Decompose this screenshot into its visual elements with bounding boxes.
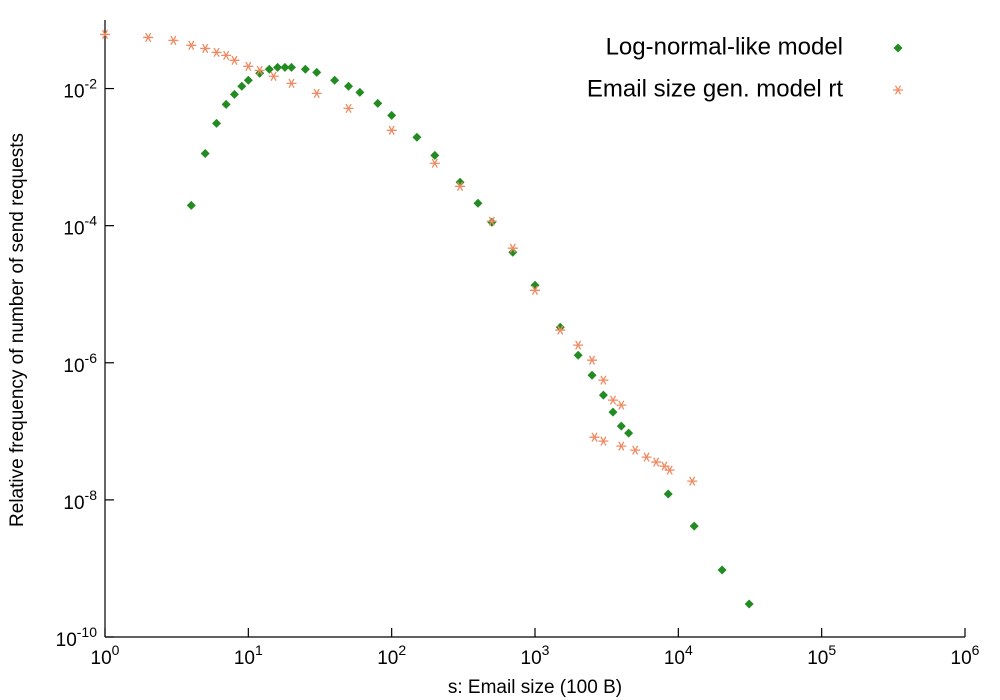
point [300,64,310,74]
point [641,452,652,462]
point [607,395,618,405]
point [744,599,754,609]
x-tick-label: 101 [234,642,263,669]
point [589,432,600,442]
point [311,88,322,99]
point [573,350,583,360]
point [387,110,397,120]
point [200,43,211,54]
legend-label: Log-normal-like model [606,33,843,60]
point [598,436,609,446]
point [229,89,239,99]
point [268,71,279,81]
point [229,55,240,65]
point [608,407,618,417]
point [100,29,110,40]
point [264,64,274,74]
point [717,565,727,575]
y-axis-label: Relative frequency of number of send req… [7,133,28,527]
x-axis-label: s: Email size (100 B) [448,677,622,698]
point [243,75,253,85]
point [186,40,197,50]
x-tick-label: 102 [377,642,406,669]
point [473,198,483,208]
point [689,521,699,531]
x-tick-label: 104 [664,642,693,669]
point [186,200,196,210]
point [616,400,627,410]
point [412,132,422,142]
point [651,457,662,467]
point [598,390,608,400]
point [573,340,584,350]
point [254,65,265,76]
y-tick-label: 10-2 [63,75,97,102]
point [286,62,296,72]
point [455,177,465,187]
point [280,62,290,72]
point [343,103,354,114]
point [168,35,179,46]
point [587,370,597,380]
point [664,465,675,475]
point [344,81,354,91]
legend-marker [893,85,903,95]
point [211,47,222,58]
point [273,62,283,72]
x-tick-label: 106 [951,642,980,669]
legend-label: Email size gen. model rt [587,75,843,102]
point [143,32,154,43]
y-tick-label: 10-10 [56,624,98,651]
point [687,476,698,486]
point [430,150,440,160]
point [616,421,626,431]
point [212,118,222,128]
point [507,243,518,253]
point [221,99,231,109]
y-tick-label: 10-4 [63,212,97,239]
x-tick-label: 100 [91,642,120,669]
point [598,375,609,385]
point [616,441,627,451]
point [630,445,641,455]
point [508,247,518,257]
x-tick-label: 105 [807,642,836,669]
point [455,181,466,191]
point [286,78,297,89]
point [221,50,232,61]
point [330,75,340,85]
point [386,125,397,135]
point [530,285,540,295]
y-tick-label: 10-6 [63,349,97,376]
point [429,158,440,168]
point [530,280,540,290]
point [200,148,210,158]
point [373,98,383,108]
point [237,81,247,91]
legend-marker [893,43,903,53]
y-tick-label: 10-8 [63,487,97,514]
point [624,428,634,438]
point [663,489,673,499]
point [243,61,254,71]
point [312,67,322,77]
x-tick-label: 103 [521,642,550,669]
point [587,355,598,365]
point [355,87,365,97]
point [555,325,566,335]
point [486,216,497,226]
